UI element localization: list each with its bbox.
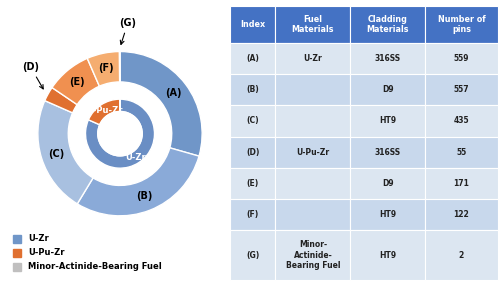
Text: (D): (D) [246, 148, 260, 157]
Text: HT9: HT9 [380, 251, 396, 260]
Bar [276, 168, 350, 199]
Bar [426, 230, 498, 280]
Bar [230, 230, 276, 280]
Bar [276, 105, 350, 137]
Text: Number of
pins: Number of pins [438, 15, 486, 34]
Bar [230, 137, 276, 168]
Bar [426, 168, 498, 199]
Text: (F): (F) [246, 210, 259, 219]
Bar [230, 6, 276, 43]
Text: Minor-
Actinide-
Bearing Fuel: Minor- Actinide- Bearing Fuel [286, 240, 340, 270]
Text: (E): (E) [70, 77, 85, 87]
Text: (G): (G) [120, 18, 136, 44]
Wedge shape [88, 51, 120, 86]
Text: U-Pu-Zr: U-Pu-Zr [86, 105, 122, 114]
Bar [230, 43, 276, 74]
Wedge shape [45, 88, 77, 113]
Bar [230, 105, 276, 137]
Text: HT9: HT9 [380, 210, 396, 219]
Text: (C): (C) [246, 117, 259, 126]
Bar [426, 199, 498, 230]
Text: U-Zr: U-Zr [304, 54, 322, 63]
Bar [276, 6, 350, 43]
Bar [276, 74, 350, 105]
Bar [230, 199, 276, 230]
Bar [426, 74, 498, 105]
Text: 435: 435 [454, 117, 469, 126]
Bar [276, 230, 350, 280]
Wedge shape [38, 101, 93, 204]
Wedge shape [78, 148, 199, 216]
Bar [350, 6, 426, 43]
Bar [350, 74, 426, 105]
Bar [276, 137, 350, 168]
Text: D9: D9 [382, 179, 394, 188]
Text: Fuel
Materials: Fuel Materials [292, 15, 334, 34]
Text: 316SS: 316SS [375, 54, 401, 63]
Bar [276, 199, 350, 230]
Text: U-Pu-Zr: U-Pu-Zr [296, 148, 330, 157]
Text: (F): (F) [98, 63, 114, 73]
Text: U-Zr: U-Zr [125, 153, 146, 162]
Text: 171: 171 [454, 179, 469, 188]
Text: (B): (B) [136, 191, 152, 201]
Bar [350, 199, 426, 230]
Text: U-Pu-Zr: U-Pu-Zr [28, 248, 64, 257]
Text: 2: 2 [459, 251, 464, 260]
Text: Index: Index [240, 20, 266, 29]
Bar [230, 168, 276, 199]
Text: (D): (D) [22, 62, 43, 89]
Text: U-Zr: U-Zr [28, 234, 49, 243]
Bar [350, 230, 426, 280]
Bar [426, 43, 498, 74]
Bar [350, 137, 426, 168]
Text: 557: 557 [454, 85, 469, 94]
Text: HT9: HT9 [380, 117, 396, 126]
Bar [350, 105, 426, 137]
Bar [230, 74, 276, 105]
Bar [426, 105, 498, 137]
Circle shape [98, 112, 142, 156]
Text: (B): (B) [246, 85, 259, 94]
Wedge shape [52, 58, 100, 105]
Text: D9: D9 [382, 85, 394, 94]
Text: (G): (G) [246, 251, 260, 260]
Text: 55: 55 [456, 148, 466, 157]
Text: (A): (A) [165, 88, 182, 98]
Text: Minor-Actinide-Bearing Fuel: Minor-Actinide-Bearing Fuel [28, 262, 162, 271]
Text: 122: 122 [454, 210, 469, 219]
Text: (E): (E) [246, 179, 259, 188]
Bar [276, 43, 350, 74]
Text: Cladding
Materials: Cladding Materials [366, 15, 409, 34]
Text: 559: 559 [454, 54, 469, 63]
Text: 316SS: 316SS [375, 148, 401, 157]
Wedge shape [86, 99, 154, 168]
Bar [426, 6, 498, 43]
Text: (C): (C) [48, 149, 64, 159]
Text: (A): (A) [246, 54, 259, 63]
Bar [350, 43, 426, 74]
Bar [426, 137, 498, 168]
Wedge shape [120, 51, 202, 156]
Bar [350, 168, 426, 199]
Wedge shape [88, 99, 120, 125]
